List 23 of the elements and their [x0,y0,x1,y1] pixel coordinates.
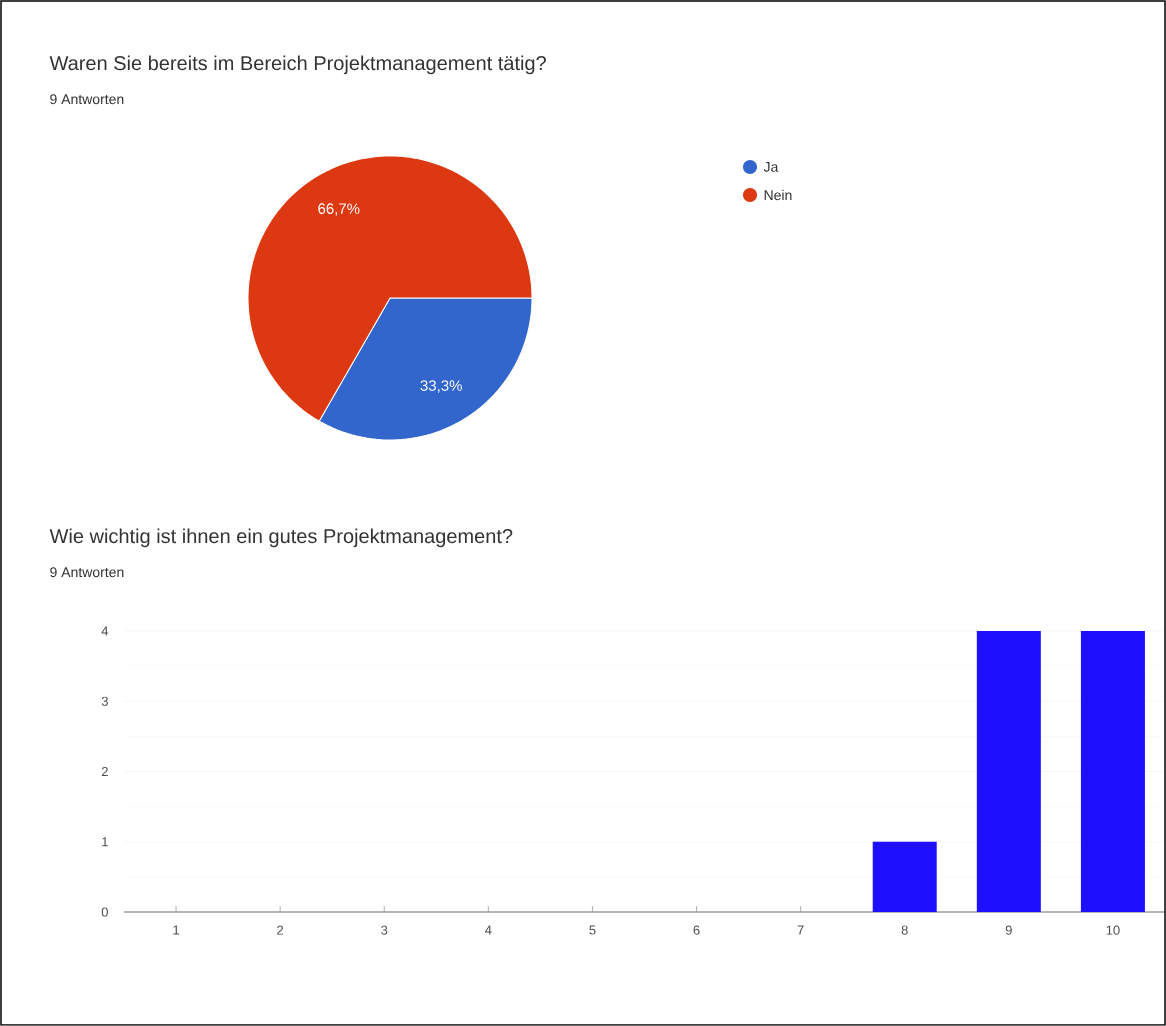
x-tick-label: 1 [173,925,180,935]
legend-label: Nein [764,189,792,201]
y-tick-label: 1 [102,837,108,847]
x-tick-label: 3 [381,925,388,935]
x-tick-label: 9 [1005,925,1012,935]
chart-subtitle: 9 Antworten [50,567,124,578]
x-tick-label: 2 [277,925,284,935]
legend-label: Ja [763,162,779,172]
x-tick-label: 8 [901,925,908,935]
y-tick-label: 2 [101,766,108,777]
x-tick-label: 10 [1106,925,1120,935]
x-tick-label: 6 [693,925,700,935]
text: 9 Antworten [50,94,124,105]
x-tick-label: 5 [589,925,596,935]
x-tick-label: 4 [485,925,492,935]
y-tick-label: 3 [101,696,108,706]
y-tick-label: 4 [101,626,109,636]
chart-title: Waren Sie bereits im Bereich Projektmanagement tätig? [49,55,546,75]
y-tick-label: 0 [101,907,108,917]
x-tick-label: 7 [797,925,804,935]
data-label: 66,7% [318,203,360,216]
data-label: 33,3% [420,380,462,393]
chart-title: Wie wichtig ist ihnen ein gutes Projektmanagement? [49,528,513,548]
